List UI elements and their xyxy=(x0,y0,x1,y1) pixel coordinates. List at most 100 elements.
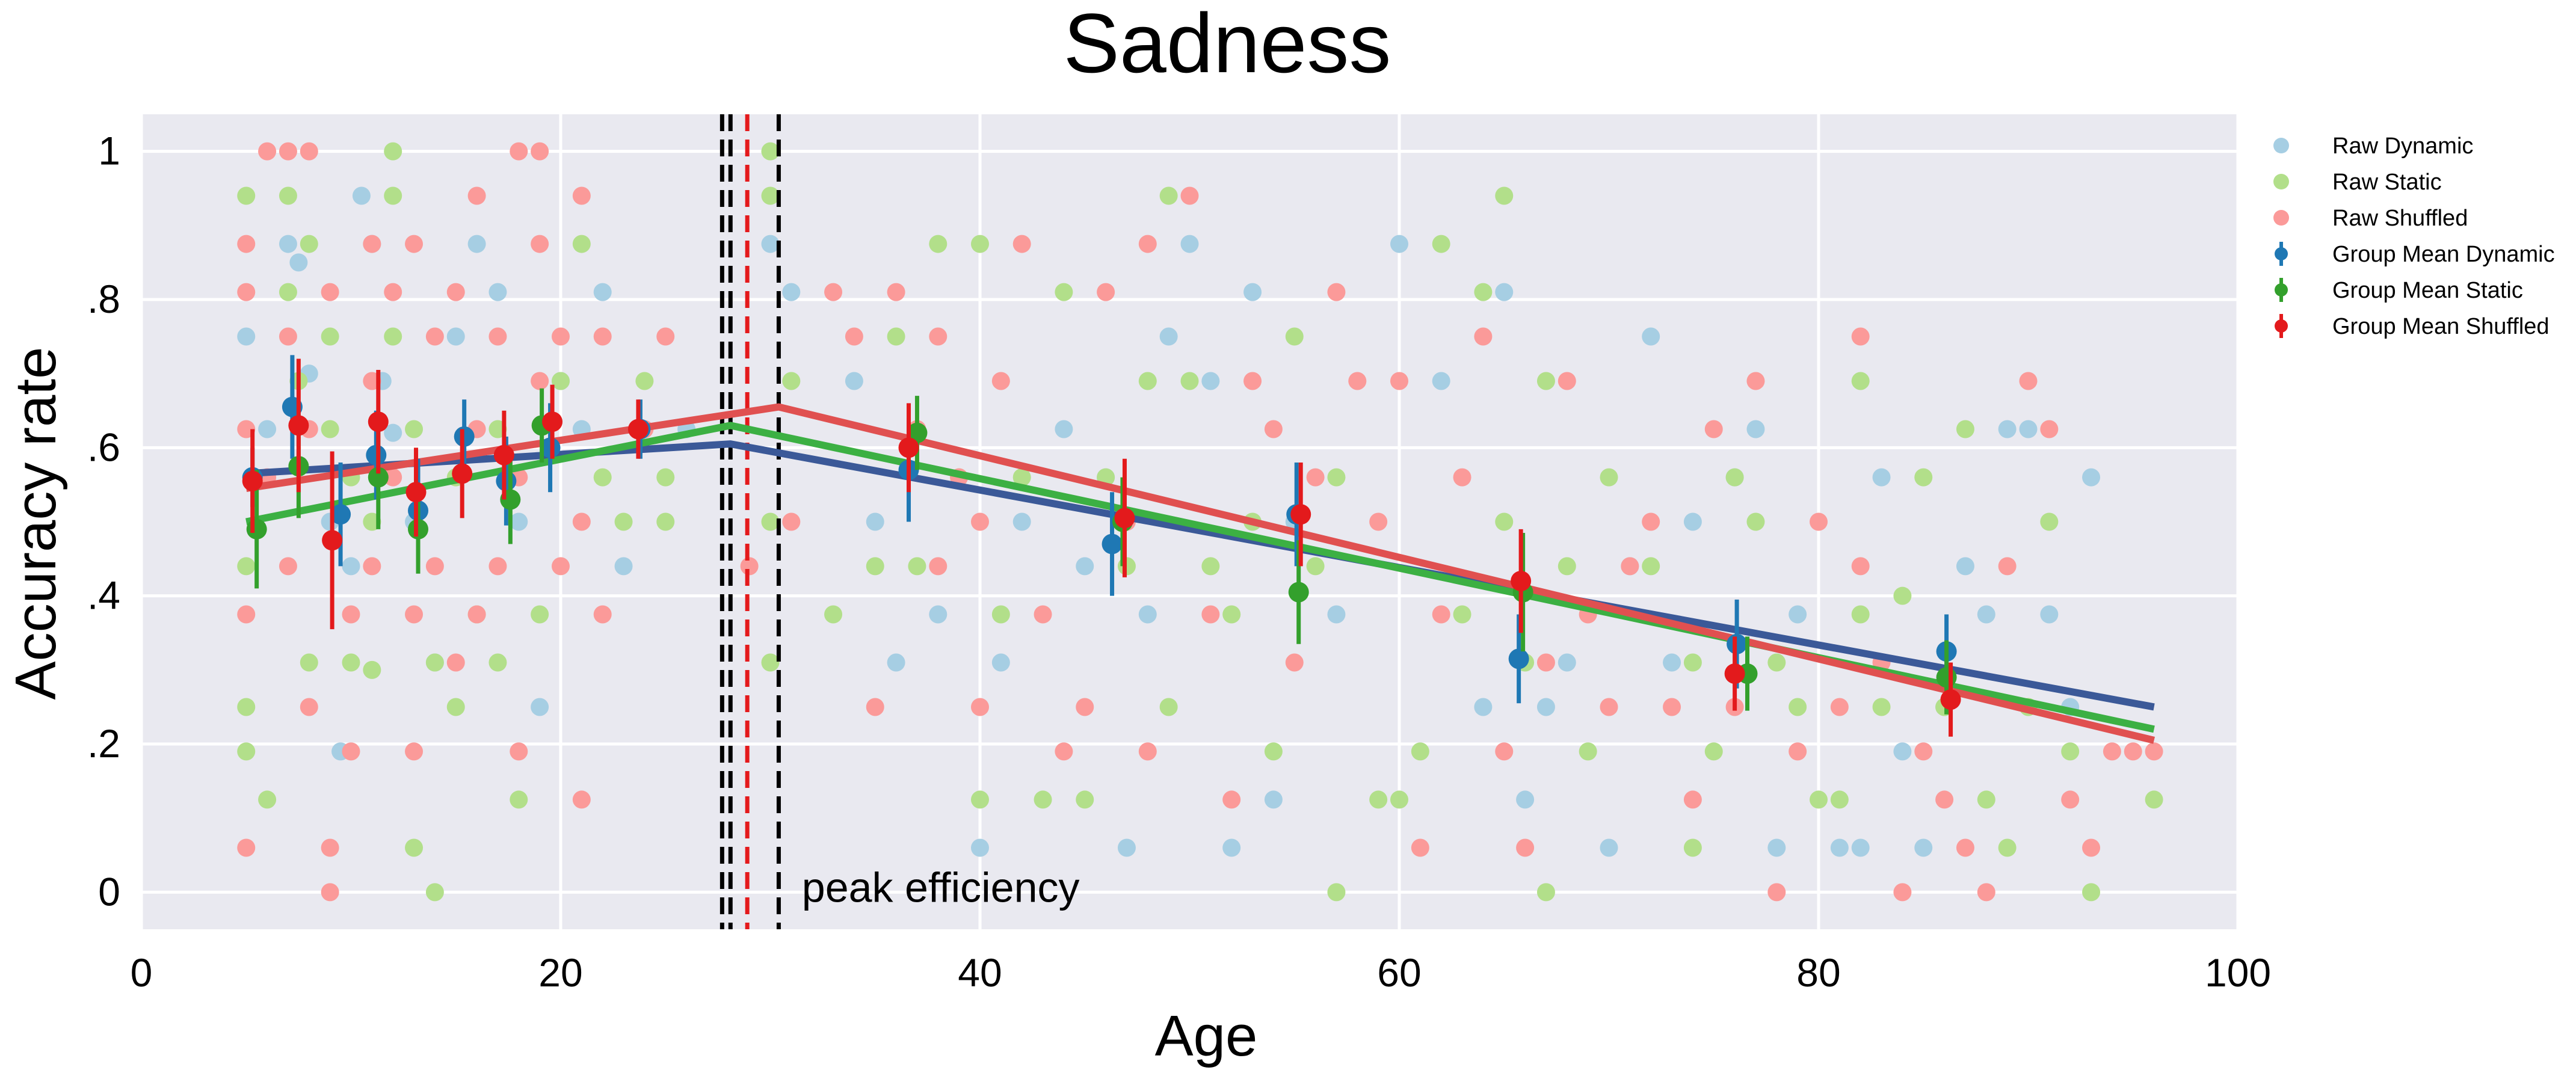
raw-shuffled-point xyxy=(866,698,884,716)
raw-shuffled-point xyxy=(1956,838,1974,857)
raw-shuffled-point xyxy=(237,605,256,624)
raw-shuffled-point xyxy=(321,283,339,301)
raw-shuffled-point xyxy=(1893,883,1912,902)
raw-dynamic-point xyxy=(531,698,549,716)
group-mean-shuffled-point xyxy=(493,444,514,466)
raw-dynamic-point xyxy=(1977,605,1995,624)
raw-shuffled-point xyxy=(237,838,256,857)
raw-shuffled-point xyxy=(1914,742,1933,761)
raw-shuffled-point xyxy=(1264,420,1283,438)
raw-static-point xyxy=(510,790,528,809)
raw-shuffled-point xyxy=(279,142,297,161)
raw-shuffled-point xyxy=(1097,283,1115,301)
raw-dynamic-point xyxy=(1390,235,1408,253)
raw-static-point xyxy=(1830,790,1849,809)
raw-shuffled-point xyxy=(1390,372,1408,390)
raw-dynamic-point xyxy=(1683,512,1702,531)
raw-dynamic-point xyxy=(1914,838,1933,857)
y-tick-label: .6 xyxy=(87,425,120,469)
raw-shuffled-point xyxy=(2145,742,2163,761)
y-tick-label: .8 xyxy=(87,277,120,321)
group-mean-static-point xyxy=(1936,667,1957,688)
group-mean-static-point xyxy=(1288,582,1309,603)
raw-static-point xyxy=(991,605,1010,624)
raw-shuffled-point xyxy=(593,605,612,624)
x-axis-label: Age xyxy=(1155,1004,1258,1068)
raw-static-point xyxy=(1055,283,1073,301)
y-tick-label: 0 xyxy=(98,869,120,914)
raw-static-point xyxy=(342,653,360,672)
raw-static-point xyxy=(1495,186,1514,205)
raw-shuffled-point xyxy=(2082,838,2101,857)
group-mean-dynamic-point xyxy=(1508,648,1529,669)
group-mean-shuffled-point xyxy=(1724,663,1745,684)
group-mean-shuffled-point xyxy=(542,411,563,432)
raw-shuffled-point xyxy=(446,283,465,301)
raw-dynamic-point xyxy=(1076,557,1094,576)
raw-shuffled-point xyxy=(384,283,402,301)
raw-shuffled-point xyxy=(425,557,444,576)
raw-shuffled-point xyxy=(1055,742,1073,761)
raw-shuffled-point xyxy=(1076,698,1094,716)
raw-shuffled-point xyxy=(1474,327,1493,346)
legend-group-mean-shuffled-marker xyxy=(2275,319,2288,333)
x-axis-ticks: 0 20 40 60 80 100 xyxy=(131,950,2271,995)
raw-shuffled-point xyxy=(1830,698,1849,716)
raw-shuffled-point xyxy=(300,698,318,716)
raw-shuffled-point xyxy=(1789,742,1807,761)
raw-static-point xyxy=(1956,420,1974,438)
legend-raw-shuffled-marker xyxy=(2273,210,2289,226)
raw-dynamic-point xyxy=(614,557,633,576)
x-tick-label: 60 xyxy=(1377,950,1421,995)
raw-static-point xyxy=(1327,468,1346,487)
raw-dynamic-point xyxy=(1516,790,1535,809)
raw-static-point xyxy=(1810,790,1828,809)
group-mean-shuffled-point xyxy=(288,415,309,436)
raw-dynamic-point xyxy=(467,235,486,253)
raw-shuffled-point xyxy=(1558,372,1576,390)
raw-static-point xyxy=(971,790,989,809)
raw-shuffled-point xyxy=(321,883,339,902)
raw-shuffled-point xyxy=(1642,512,1660,531)
raw-static-point xyxy=(258,790,277,809)
raw-shuffled-point xyxy=(782,512,801,531)
raw-static-point xyxy=(1600,468,1618,487)
raw-static-point xyxy=(782,372,801,390)
y-tick-label: 1 xyxy=(98,129,120,173)
raw-shuffled-point xyxy=(488,557,507,576)
raw-dynamic-point xyxy=(1201,372,1220,390)
raw-static-point xyxy=(237,186,256,205)
raw-dynamic-point xyxy=(1893,742,1912,761)
raw-shuffled-point xyxy=(467,605,486,624)
raw-dynamic-point xyxy=(1600,838,1618,857)
raw-static-point xyxy=(1746,512,1765,531)
raw-shuffled-point xyxy=(405,605,424,624)
legend-raw-shuffled-label: Raw Shuffled xyxy=(2332,206,2468,231)
raw-shuffled-point xyxy=(2061,790,2080,809)
x-tick-label: 80 xyxy=(1796,950,1840,995)
raw-static-point xyxy=(908,557,926,576)
raw-static-point xyxy=(761,653,780,672)
raw-shuffled-point xyxy=(384,468,402,487)
raw-static-point xyxy=(321,327,339,346)
raw-shuffled-point xyxy=(446,653,465,672)
raw-dynamic-point xyxy=(1159,327,1178,346)
raw-shuffled-point xyxy=(929,557,948,576)
raw-shuffled-point xyxy=(467,186,486,205)
raw-static-point xyxy=(425,883,444,902)
group-mean-static-point xyxy=(246,518,267,540)
raw-static-point xyxy=(531,605,549,624)
group-mean-shuffled-point xyxy=(405,482,427,503)
y-axis-ticks: 0 .2 .4 .6 .8 1 xyxy=(87,129,120,914)
raw-dynamic-point xyxy=(761,235,780,253)
raw-shuffled-point xyxy=(740,557,759,576)
group-mean-dynamic-point xyxy=(1102,533,1123,555)
raw-shuffled-point xyxy=(1222,790,1241,809)
raw-static-point xyxy=(1285,327,1304,346)
raw-shuffled-point xyxy=(572,186,591,205)
raw-shuffled-point xyxy=(1851,327,1870,346)
raw-shuffled-point xyxy=(1495,742,1514,761)
raw-dynamic-point xyxy=(1558,653,1576,672)
raw-shuffled-point xyxy=(258,142,277,161)
